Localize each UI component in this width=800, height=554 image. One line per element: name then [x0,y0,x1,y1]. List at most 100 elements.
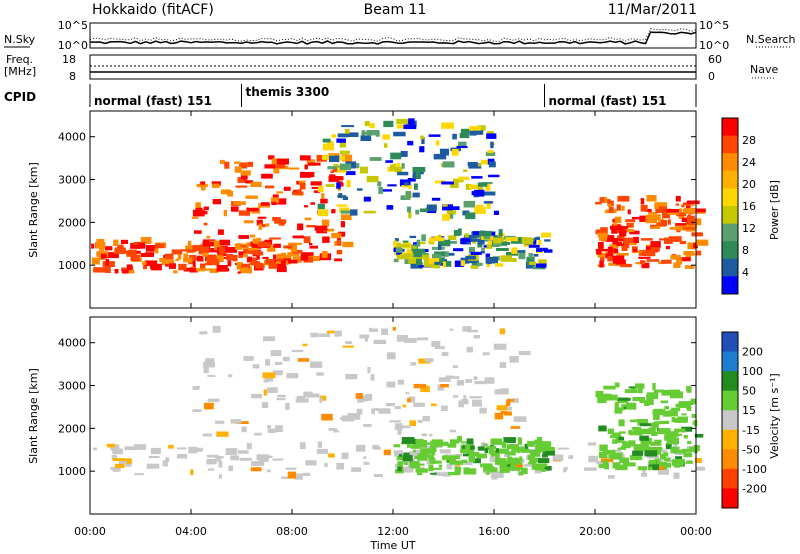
colorbar-swatch [722,449,738,470]
heatmap-cell [270,197,279,204]
velocity-y-ticks: 1000 2000 3000 4000 [58,337,696,478]
heatmap-cell [502,441,507,448]
heatmap-cell [604,394,618,401]
heatmap-cell [467,329,478,333]
heatmap-cell [212,183,220,188]
heatmap-cell [175,258,180,261]
heatmap-cell [687,214,691,220]
heatmap-cell [616,243,627,247]
heatmap-cell [393,131,406,137]
heatmap-cell [518,471,523,476]
heatmap-cell [446,463,453,470]
heatmap-cell [595,390,604,398]
power-colorbar: 28 24 20 16 12 8 4 [721,117,756,295]
heatmap-cell [633,249,638,252]
heatmap-cell [463,169,468,172]
heatmap-cell [192,260,196,267]
heatmap-cell [203,206,209,211]
heatmap-cell [211,181,221,186]
heatmap-cell [438,234,442,239]
heatmap-cell [416,254,430,260]
heatmap-cell [331,209,336,214]
heatmap-cell [406,249,417,256]
heatmap-cell [344,128,350,134]
heatmap-cell [648,212,658,215]
heatmap-cell [420,135,424,140]
heatmap-cell [276,253,287,261]
heatmap-cell [462,453,469,457]
heatmap-cell [428,434,433,437]
colorbar-tick-label: 20 [742,178,756,191]
heatmap-cell [654,439,662,446]
heatmap-cell [396,251,402,255]
heatmap-cell [495,455,500,460]
heatmap-cell [428,258,440,264]
heatmap-cell [659,238,672,241]
heatmap-cell [477,125,486,131]
heatmap-cell [479,407,487,414]
heatmap-cell [534,439,539,445]
heatmap-cell [202,433,212,437]
heatmap-cell [173,270,178,274]
heatmap-cell [419,466,425,469]
heatmap-cell [408,211,412,219]
heatmap-cell [243,356,254,361]
heatmap-cell [318,333,331,337]
heatmap-cell [383,120,394,128]
heatmap-cell [336,182,341,189]
heatmap-cell [310,332,319,338]
heatmap-cell [695,466,705,471]
heatmap-cell [471,176,483,179]
heatmap-cell [612,439,618,444]
heatmap-cell [482,352,490,356]
heatmap-cell [608,203,612,208]
heatmap-cell [470,265,479,269]
heatmap-cell [473,130,484,135]
freq-tick-top: 18 [62,53,76,66]
heatmap-cell [472,231,483,236]
heatmap-cell [500,388,509,395]
heatmap-cell [652,409,665,415]
heatmap-cell [121,239,128,244]
heatmap-cell [529,458,535,463]
heatmap-cell [482,182,493,184]
heatmap-cell [496,405,508,411]
noise-right-tick-top: 10^5 [699,19,729,32]
heatmap-cell [342,345,354,348]
heatmap-cell [363,196,371,202]
velocity-panel: Slant Range [km] 1000 2000 3000 4000 [27,316,705,515]
heatmap-cell [479,230,492,237]
heatmap-cell [187,240,192,247]
heatmap-cell [616,252,629,256]
cpid-mode-label: themis 3300 [246,85,330,99]
heatmap-cell [316,230,327,234]
heatmap-cell [397,429,402,435]
heatmap-cell [485,257,498,264]
heatmap-cell [538,247,548,252]
heatmap-cell [337,133,348,138]
heatmap-cell [356,188,363,191]
heatmap-cell [407,178,416,182]
heatmap-cell [320,395,327,401]
heatmap-cell [433,153,447,160]
heatmap-cell [306,393,320,398]
heatmap-cell [294,473,303,480]
heatmap-cell [269,237,281,240]
heatmap-cell [687,440,692,445]
heatmap-cell [686,386,692,393]
heatmap-cell [250,234,256,238]
heatmap-cell [632,216,645,220]
heatmap-cell [507,456,513,464]
heatmap-cell [448,471,461,476]
heatmap-cell [418,453,429,458]
heatmap-cell [299,442,306,450]
heatmap-cell [641,251,653,256]
heatmap-cell [206,458,217,465]
heatmap-cell [650,441,659,446]
heatmap-cell [497,448,510,454]
heatmap-cell [657,461,668,466]
heatmap-cell [463,444,472,447]
heatmap-cell [441,181,454,185]
heatmap-cell [619,230,627,237]
